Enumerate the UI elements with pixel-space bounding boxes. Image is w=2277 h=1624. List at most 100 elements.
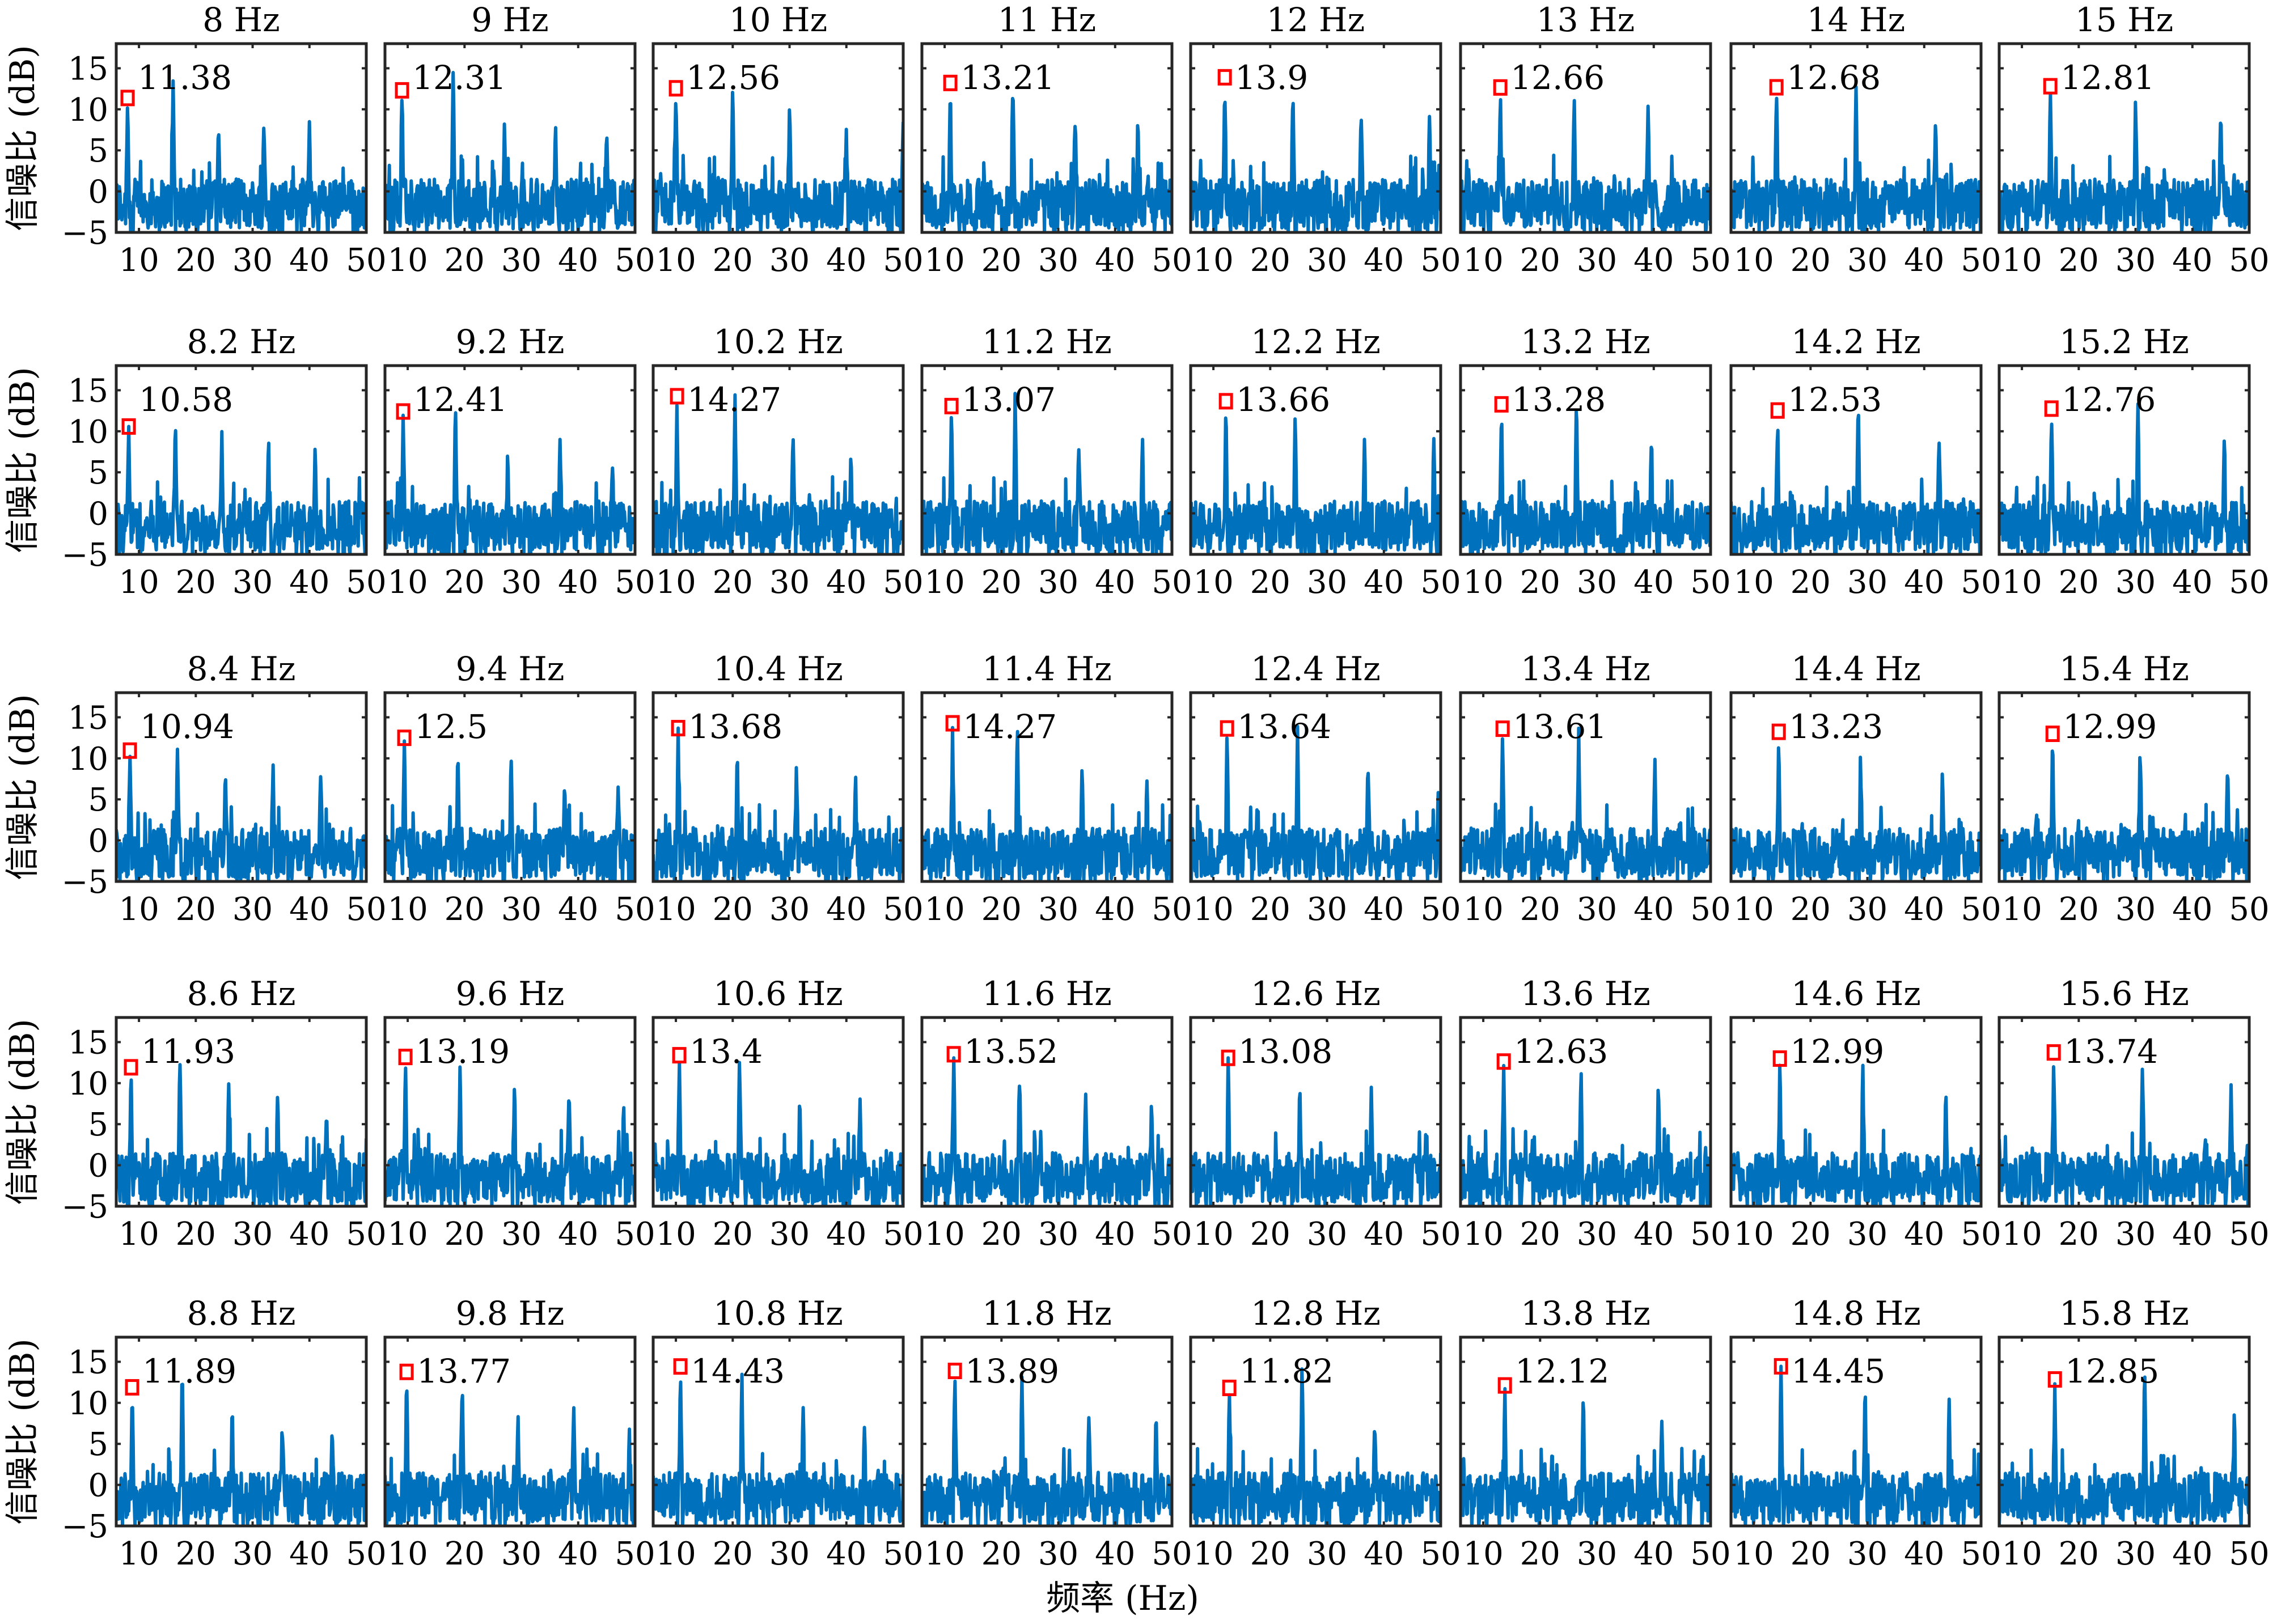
axes-box: [651, 364, 905, 556]
x-tick-label: 10: [655, 1216, 696, 1253]
peak-marker: [668, 80, 683, 97]
x-tick-label: 20: [176, 1216, 216, 1253]
x-tick-label: 40: [1633, 1536, 1674, 1572]
subplot: 13 Hz 12.66 10 20 30 40 50: [1459, 1, 1731, 279]
y-tick-label: 15: [68, 50, 108, 87]
x-tick-label: 40: [1364, 891, 1404, 928]
plot-area: [385, 411, 635, 554]
subplot-title: 12.2 Hz: [1251, 323, 1381, 361]
peak-marker: [2044, 400, 2059, 417]
peak-snr-label: 13.28: [1512, 380, 1606, 419]
x-tick-label: 40: [1633, 891, 1674, 928]
plot-area: [653, 1061, 903, 1206]
axes-box: [115, 42, 368, 234]
subplot-title: 8.8 Hz: [187, 1294, 296, 1333]
x-tick-label: 30: [1038, 1536, 1078, 1572]
x-tick-label: 50: [1690, 1216, 1730, 1253]
peak-marker: [395, 82, 409, 99]
x-tick-label: 50: [615, 242, 655, 279]
subplot: 15.8 Hz 12.85 10 20 30 40 50: [1997, 1294, 2270, 1572]
x-tick-label: 30: [1038, 242, 1078, 279]
x-tick-label: 20: [1520, 564, 1560, 601]
x-tick-label: 40: [1633, 242, 1674, 279]
subplot: 11.4 Hz 14.27 10 20 30 40 50: [920, 650, 1192, 928]
x-tick-label: 20: [445, 891, 485, 928]
x-tick-label: 50: [1152, 564, 1192, 601]
x-tick-label: 10: [655, 242, 696, 279]
subplot: 8.8 Hz 11.89 10 20 30 40 50 −5 0 5 10 15: [61, 1294, 386, 1572]
plot-area: [653, 1372, 903, 1526]
subplot-title: 11.2 Hz: [982, 323, 1112, 361]
subplot-title: 9.8 Hz: [456, 1294, 565, 1333]
axes-box: [1189, 691, 1442, 883]
plot-area: [1191, 724, 1441, 881]
plot-area: [1191, 416, 1441, 554]
peak-snr-label: 13.21: [960, 58, 1055, 97]
x-tick-label: 10: [1733, 1216, 1774, 1253]
x-tick-label: 10: [118, 564, 159, 601]
x-tick-label: 20: [2059, 564, 2099, 601]
x-tick-label: 20: [445, 1536, 485, 1572]
y-tick-label: 0: [88, 174, 108, 211]
subplot-title: 14.6 Hz: [1791, 974, 1921, 1013]
y-tick-label: −5: [61, 864, 108, 901]
x-tick-label: 50: [2229, 564, 2269, 601]
snr-spectrum-line: [653, 91, 903, 232]
x-tick-label: 10: [1733, 1536, 1774, 1572]
peak-snr-label: 13.19: [416, 1032, 510, 1071]
subplot: 14 Hz 12.68 10 20 30 40 50: [1729, 1, 2001, 279]
x-tick-label: 30: [1038, 564, 1078, 601]
x-tick-label: 40: [558, 242, 598, 279]
snr-spectrum-line: [116, 79, 366, 232]
axes-box: [1729, 42, 1983, 234]
subplot: 11.6 Hz 13.52 10 20 30 40 50: [920, 974, 1192, 1253]
x-tick-label: 20: [981, 1536, 1022, 1572]
x-tick-label: 30: [1307, 891, 1347, 928]
x-tick-label: 50: [1961, 564, 2001, 601]
plot-area: [1461, 410, 1711, 554]
snr-spectrum-line: [1999, 1065, 2249, 1206]
x-tick-label: 30: [769, 242, 810, 279]
plot-area: [922, 96, 1172, 232]
subplot-title: 13.2 Hz: [1521, 323, 1650, 361]
x-tick-label: 30: [2115, 242, 2156, 279]
subplot: 10.2 Hz 14.27 10 20 30 40 50: [651, 323, 924, 601]
x-tick-label: 30: [232, 1216, 273, 1253]
snr-spectrum-line: [385, 411, 635, 554]
x-tick-label: 50: [1690, 242, 1730, 279]
plot-area: [1999, 402, 2249, 554]
subplot-title: 13.6 Hz: [1521, 974, 1650, 1013]
snr-spectrum-line: [922, 1375, 1172, 1526]
axes-box: [1459, 1335, 1712, 1528]
peak-snr-label: 12.63: [1514, 1032, 1608, 1071]
axes-box: [383, 1016, 637, 1208]
peak-snr-label: 14.27: [963, 707, 1057, 746]
axes-box: [1729, 691, 1983, 883]
plot-area: [653, 393, 903, 554]
x-tick-label: 50: [615, 1536, 655, 1572]
peak-marker: [943, 74, 958, 91]
peak-snr-label: 11.93: [141, 1032, 235, 1071]
x-tick-label: 20: [1791, 242, 1831, 279]
x-tick-label: 40: [826, 1216, 866, 1253]
snr-spectrum-line: [385, 71, 635, 232]
peak-marker: [1772, 1050, 1787, 1067]
snr-spectrum-line: [1191, 1056, 1441, 1206]
x-tick-label: 50: [1690, 564, 1730, 601]
peak-snr-label: 12.81: [2060, 58, 2155, 97]
snr-spectrum-line: [116, 1063, 366, 1206]
plot-area: [922, 1056, 1172, 1206]
snr-spectrum-line: [1461, 1063, 1711, 1206]
x-tick-label: 30: [501, 564, 541, 601]
x-tick-label: 40: [289, 891, 329, 928]
x-tick-label: 50: [1690, 1536, 1730, 1572]
x-tick-label: 20: [1791, 891, 1831, 928]
snr-spectrum-line: [922, 392, 1172, 554]
x-tick-label: 40: [558, 1216, 598, 1253]
x-tick-label: 30: [501, 1216, 541, 1253]
subplot-title: 12.4 Hz: [1251, 650, 1381, 688]
x-tick-label: 40: [826, 1536, 866, 1572]
x-tick-label: 10: [2001, 1216, 2042, 1253]
x-tick-label: 50: [1420, 242, 1461, 279]
